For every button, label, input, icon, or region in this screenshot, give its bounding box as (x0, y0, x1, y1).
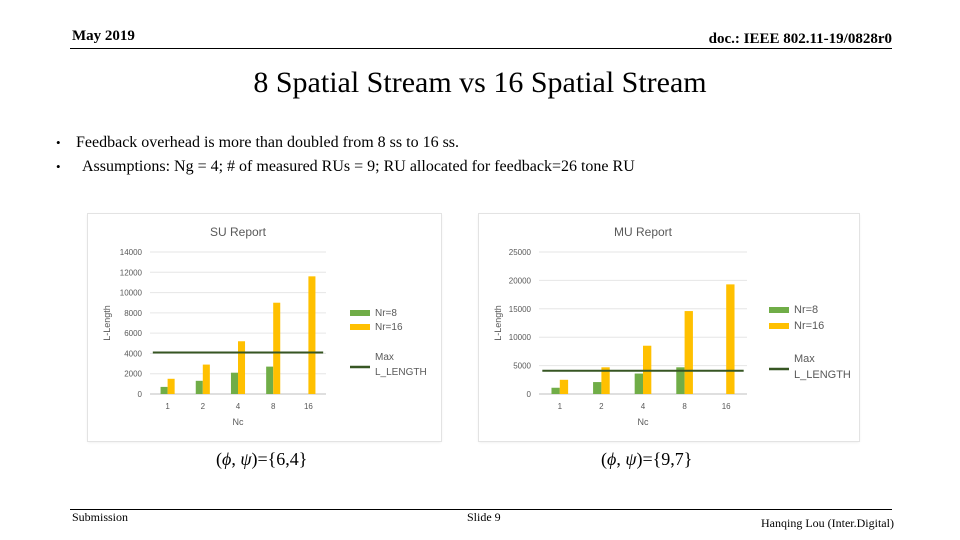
bullet-icon: • (56, 135, 61, 150)
legend-label: L_LENGTH (794, 369, 851, 381)
y-axis-label: L-Length (102, 305, 112, 341)
bar-nr8 (230, 372, 238, 394)
y-tick-label: 25000 (509, 248, 532, 257)
y-tick-label: 0 (138, 390, 143, 399)
bar-nr8 (676, 367, 685, 394)
y-tick-label: 12000 (120, 268, 143, 277)
footer-slide-number: Slide 9 (467, 510, 501, 524)
bullet-text: Feedback overhead is more than doubled f… (76, 134, 460, 151)
bar-nr16 (202, 364, 210, 394)
bar-nr16 (684, 311, 693, 394)
y-tick-label: 15000 (509, 305, 532, 314)
x-tick-label: 2 (201, 402, 206, 411)
phi-symbol: ϕ (607, 449, 617, 469)
y-tick-label: 0 (527, 390, 532, 399)
legend-label: Nr=16 (375, 322, 403, 333)
y-tick-label: 5000 (513, 362, 531, 371)
y-tick-label: 4000 (124, 349, 142, 358)
y-tick-label: 20000 (509, 276, 532, 285)
x-tick-label: 4 (236, 402, 241, 411)
formula-right-comma: , (616, 449, 626, 469)
legend-label: L_LENGTH (375, 367, 427, 378)
footer-submission: Submission (72, 510, 129, 524)
legend-swatch-nr16 (350, 324, 370, 330)
formula-left-comma: , (231, 449, 241, 469)
legend-label: Max (375, 352, 394, 363)
legend-swatch-nr16 (769, 323, 789, 329)
footer-divider (70, 509, 892, 510)
psi-symbol: ψ (625, 449, 637, 469)
y-axis-label: L-Length (493, 305, 503, 341)
legend-label: Max (794, 353, 815, 365)
y-tick-label: 14000 (120, 248, 143, 257)
y-tick-label: 8000 (124, 309, 142, 318)
formula-left: (ϕ, ψ)={6,4} (216, 449, 307, 470)
formula-left-suffix: )={6,4} (251, 449, 308, 469)
x-tick-label: 8 (682, 402, 687, 411)
x-tick-label: 16 (722, 402, 731, 411)
bar-nr8 (195, 380, 203, 394)
mu-report-chart: MU Report 0 5000 10000 15000 20000 25000 L-Leng… (479, 214, 859, 441)
x-axis-label: Nc (233, 417, 244, 427)
phi-symbol: ϕ (222, 449, 232, 469)
legend-label: Nr=8 (794, 304, 818, 316)
x-tick-label: 4 (641, 402, 646, 411)
y-tick-label: 10000 (120, 289, 143, 298)
header-divider (70, 48, 892, 49)
mu-report-chart-svg: MU Report 0 5000 10000 15000 20000 25000 L-Leng… (493, 225, 851, 427)
bar-nr16 (308, 276, 316, 394)
su-report-chart-svg: SU Report 0 2000 4000 6000 8000 10000 12000 1400… (102, 225, 427, 427)
bullet-list: • Feedback overhead is more than doubled… (56, 131, 635, 179)
x-tick-label: 1 (165, 402, 170, 411)
slide-title: 8 Spatial Stream vs 16 Spatial Stream (253, 66, 707, 99)
y-tick-label: 10000 (509, 333, 532, 342)
legend-swatch-nr8 (769, 307, 789, 313)
bullet-item: • Assumptions: Ng = 4; # of measured RUs… (56, 155, 635, 179)
x-tick-label: 8 (271, 402, 276, 411)
header-doc-id: doc.: IEEE 802.11-19/0828r0 (708, 31, 892, 47)
bar-nr16 (601, 367, 610, 394)
bar-nr16 (273, 302, 281, 394)
legend-label: Nr=8 (375, 308, 397, 319)
mu-report-title: MU Report (614, 225, 673, 239)
x-tick-label: 16 (304, 402, 313, 411)
formula-right-suffix: )={9,7} (636, 449, 693, 469)
bar-nr16 (559, 379, 569, 394)
psi-symbol: ψ (240, 449, 252, 469)
bar-nr8 (160, 386, 168, 394)
y-tick-label: 2000 (124, 370, 142, 379)
x-tick-label: 2 (599, 402, 604, 411)
formula-left-prefix: ( (216, 449, 222, 469)
bar-nr8 (634, 373, 643, 394)
bar-nr16 (167, 378, 175, 394)
x-tick-label: 1 (558, 402, 563, 411)
su-report-title: SU Report (210, 225, 267, 239)
legend-label: Nr=16 (794, 320, 824, 332)
bullet-text: Assumptions: Ng = 4; # of measured RUs =… (82, 158, 635, 175)
bar-nr8 (593, 382, 602, 394)
legend-swatch-nr8 (350, 310, 370, 316)
bar-nr16 (726, 284, 735, 394)
header-date: May 2019 (72, 28, 135, 44)
formula-right: (ϕ, ψ)={9,7} (601, 449, 692, 470)
bar-nr16 (238, 341, 246, 394)
x-axis-label: Nc (638, 417, 649, 427)
su-report-chart: SU Report 0 2000 4000 6000 8000 10000 12000 1400… (88, 214, 441, 441)
y-tick-label: 6000 (124, 329, 142, 338)
bullet-item: • Feedback overhead is more than doubled… (56, 131, 635, 155)
bar-nr8 (551, 387, 560, 394)
formula-right-prefix: ( (601, 449, 607, 469)
bullet-icon: • (56, 159, 61, 174)
bar-nr8 (266, 366, 274, 394)
footer-author: Hanqing Lou (Inter.Digital) (761, 516, 894, 530)
